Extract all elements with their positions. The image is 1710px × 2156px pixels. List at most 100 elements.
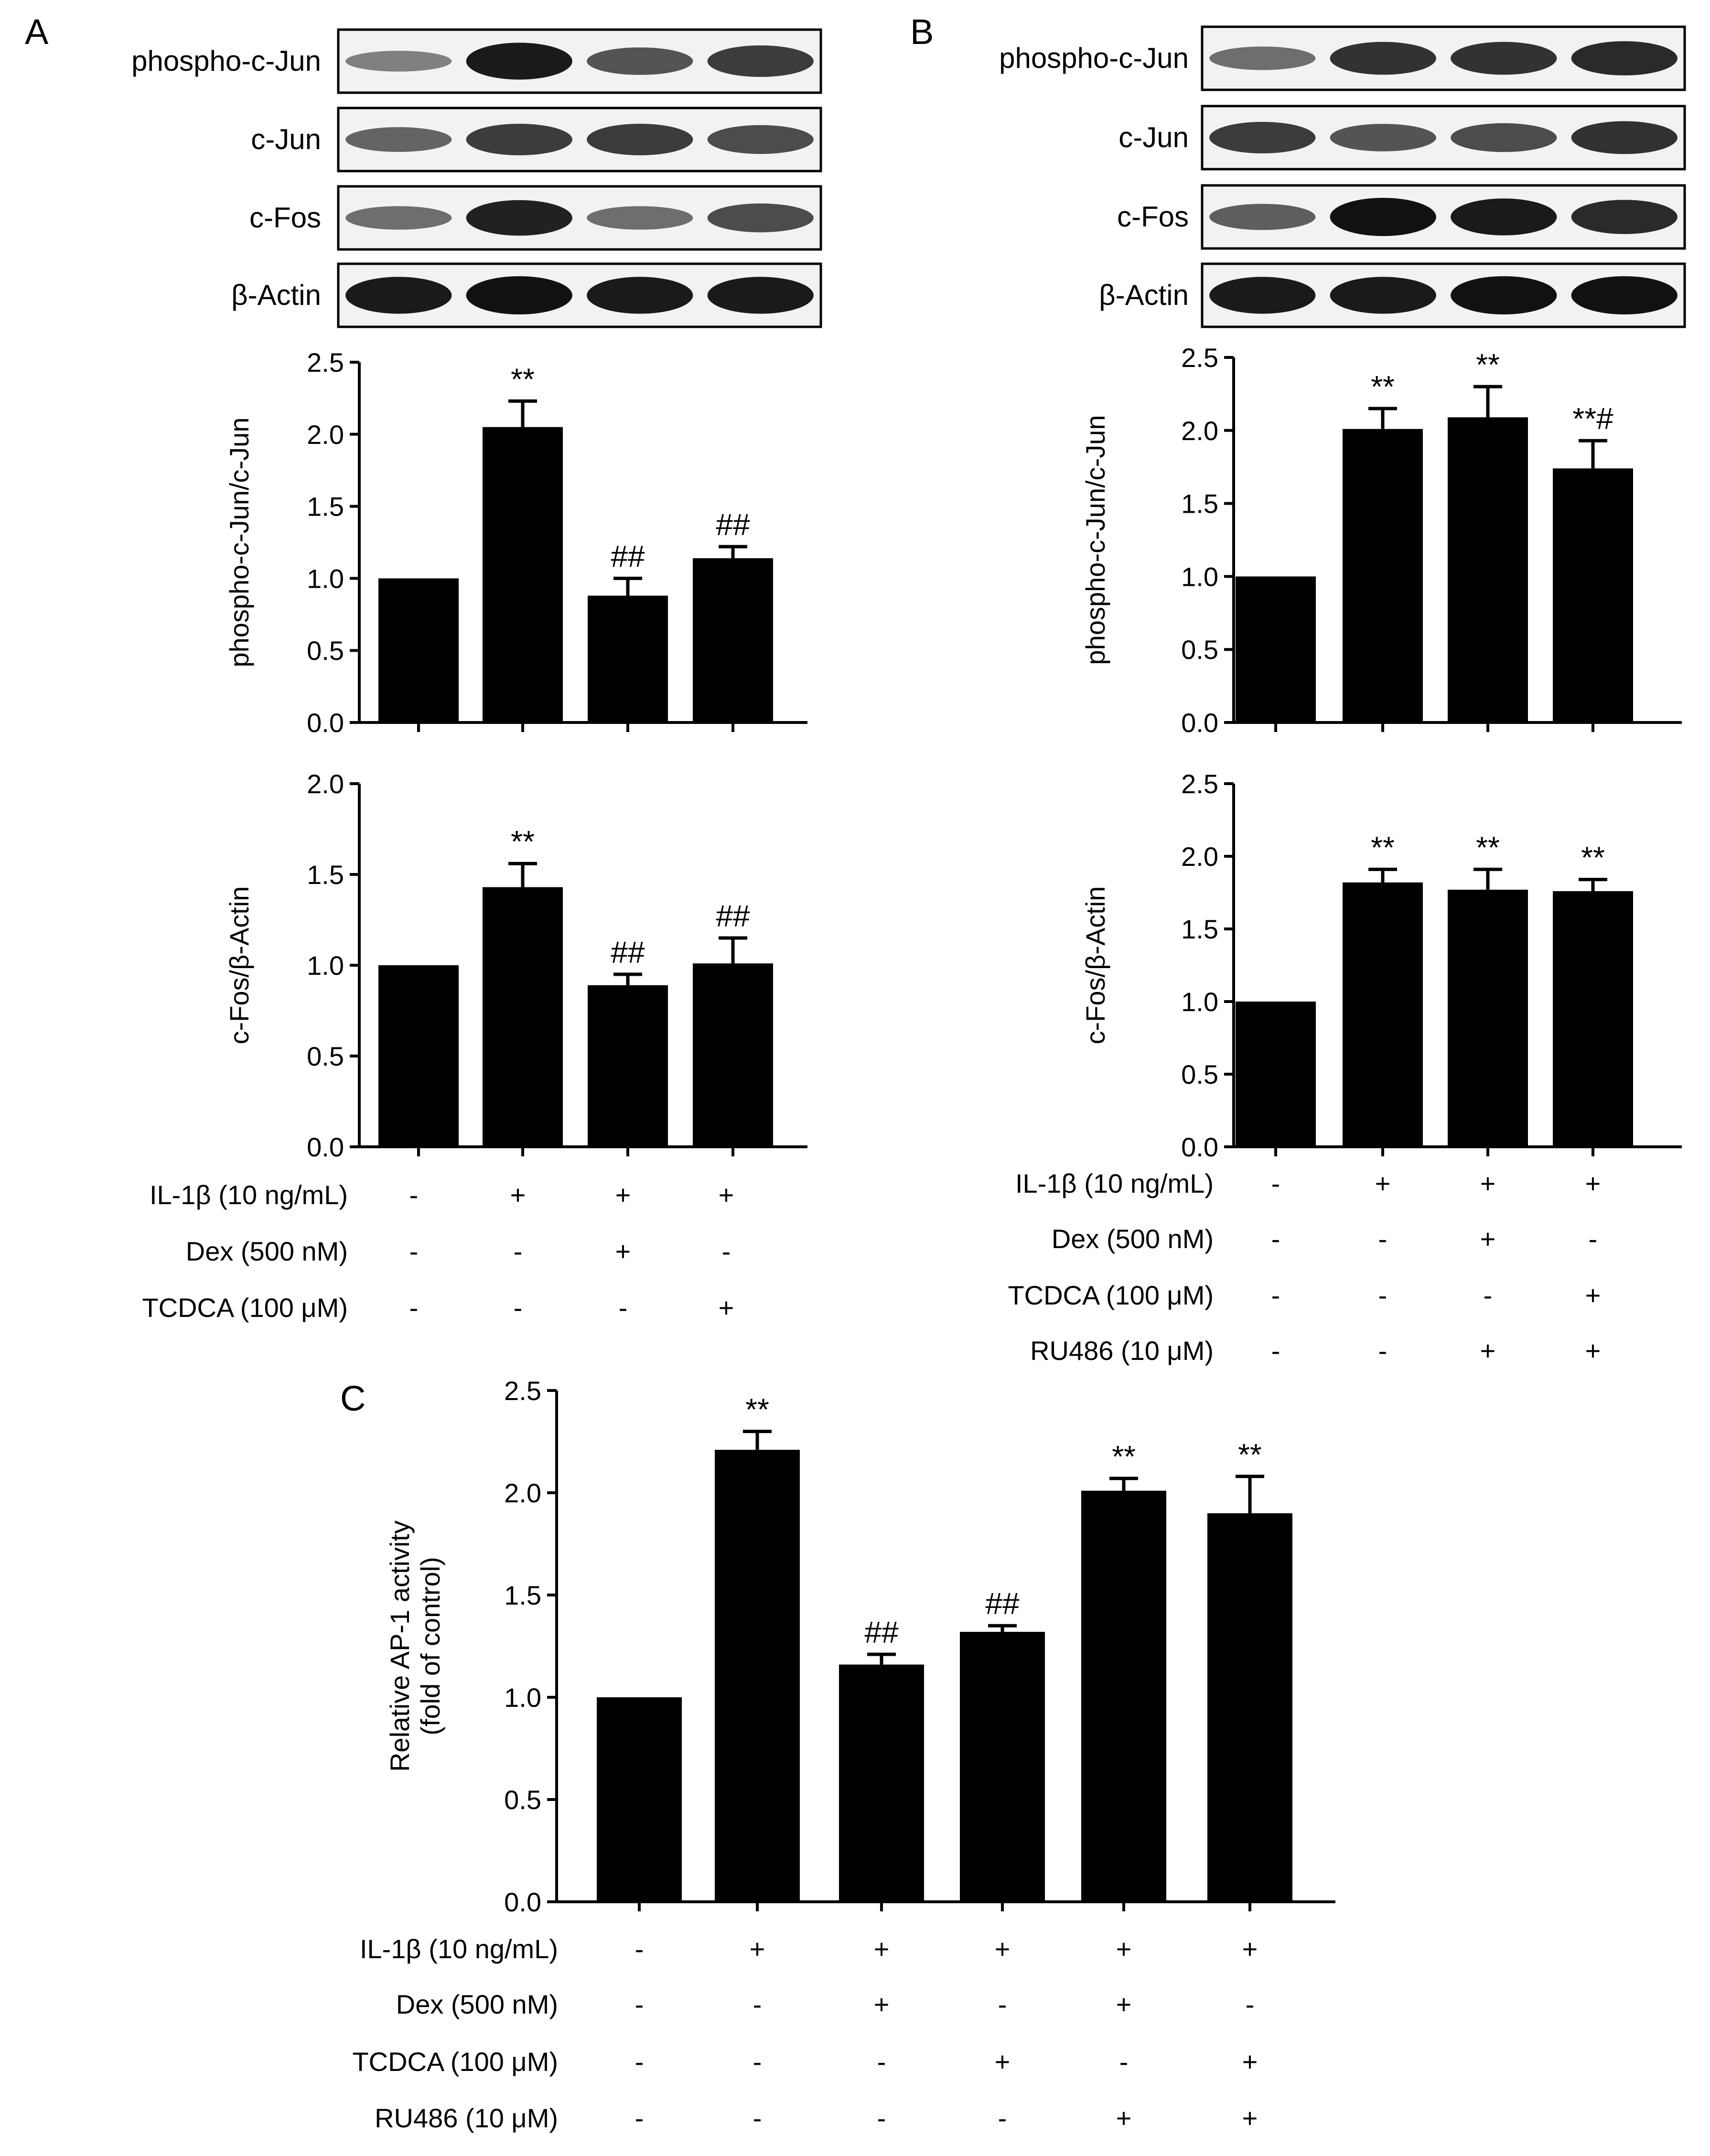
condition-sign: +	[1480, 1168, 1496, 1198]
panel-letter-c: C	[340, 1379, 366, 1418]
blot-band	[587, 206, 693, 230]
y-tick-label: 1.0	[307, 563, 344, 593]
condition-sign: -	[514, 1293, 523, 1323]
condition-sign: -	[1484, 1280, 1493, 1310]
condition-sign: +	[1242, 2103, 1258, 2133]
blot-band	[1451, 198, 1557, 236]
significance-mark: ##	[985, 1586, 1020, 1621]
condition-sign: +	[995, 2047, 1011, 2077]
blot-band	[466, 43, 572, 80]
y-tick-label: 1.5	[307, 860, 344, 890]
y-tick-label: 2.0	[504, 1478, 541, 1508]
condition-label: IL-1β (10 ng/mL)	[360, 1934, 558, 1964]
bar	[1236, 1002, 1316, 1147]
y-axis-label-unit: (fold of control)	[415, 1557, 445, 1736]
blot-band	[1330, 42, 1436, 75]
panel-c-condition-row: Dex (500 nM) - - + - + -	[396, 1989, 1255, 2019]
chart-b2-group: 0.0 0.5 1.0 1.5 2.0 2.5 c-Fos/β-Actin ** ** **	[1080, 769, 1682, 1162]
condition-sign: +	[1480, 1224, 1496, 1254]
condition-sign: -	[753, 1989, 762, 2019]
blot-frame	[337, 107, 822, 172]
blot-band	[707, 277, 814, 314]
significance-mark: **	[1112, 1439, 1136, 1474]
chart-a2-group: 0.0 0.5 1.0 1.5 2.0 c-Fos/β-Actin ** ## ##	[224, 769, 807, 1162]
bar	[1081, 1490, 1166, 1902]
blot-band	[1451, 42, 1557, 75]
blot-band	[345, 206, 452, 230]
y-tick-label: 2.0	[1181, 416, 1218, 446]
bar	[483, 427, 563, 722]
bar	[960, 1632, 1045, 1902]
panel-b-blot-row: c-Fos	[1117, 184, 1686, 250]
blot-band	[1209, 46, 1316, 70]
condition-sign: -	[998, 1989, 1007, 2019]
bar	[1207, 1513, 1292, 1902]
bar	[693, 558, 773, 722]
blot-band	[1330, 198, 1436, 236]
blot-label: c-Fos	[249, 202, 321, 234]
y-tick-label: 1.0	[1181, 561, 1218, 592]
y-tick-label: 0.0	[307, 708, 344, 738]
panel-letter-b: B	[910, 12, 934, 52]
blot-label: phospho-c-Jun	[999, 42, 1189, 74]
bar	[839, 1664, 924, 1902]
panel-b-blot-row: β-Actin	[1099, 262, 1686, 328]
y-tick-label: 2.5	[504, 1376, 541, 1406]
panel-b-blot-row: c-Jun	[1118, 105, 1686, 171]
condition-sign: -	[1246, 1989, 1255, 2019]
condition-sign: -	[619, 1293, 628, 1323]
y-tick-label: 1.0	[504, 1682, 541, 1713]
condition-label: IL-1β (10 ng/mL)	[1015, 1168, 1214, 1198]
panel-letter-a: A	[25, 12, 49, 52]
condition-label: Dex (500 nM)	[1052, 1224, 1214, 1254]
bar	[597, 1697, 682, 1902]
condition-sign: -	[753, 2047, 762, 2077]
blot-band	[1209, 277, 1316, 314]
blot-label: β-Actin	[1099, 279, 1189, 311]
blot-band	[587, 124, 693, 155]
blot-band	[1571, 276, 1678, 314]
condition-sign: -	[635, 2047, 644, 2077]
bar	[1343, 429, 1423, 722]
blot-band	[1330, 124, 1436, 151]
blot-label: β-Actin	[231, 279, 321, 311]
condition-sign: -	[409, 1236, 419, 1266]
y-tick-label: 0.0	[1181, 708, 1218, 738]
y-tick-label: 0.5	[1181, 635, 1218, 665]
y-tick-label: 2.0	[307, 420, 344, 450]
condition-sign: +	[1116, 2103, 1132, 2133]
significance-mark: ##	[864, 1615, 899, 1649]
blot-band	[1571, 121, 1678, 154]
y-tick-label: 1.5	[307, 492, 344, 522]
bar	[1343, 882, 1423, 1147]
panel-c-condition-row: TCDCA (100 μM) - - - + - +	[352, 2047, 1258, 2077]
blot-band	[466, 124, 572, 155]
chart-c-group: 0.0 0.5 1.0 1.5 2.0 2.5 Relative AP-1 activity…	[385, 1376, 1335, 1917]
panel-a-blot-row: phospho-c-Jun	[131, 28, 822, 94]
condition-sign: -	[877, 2103, 886, 2133]
blot-band	[1330, 277, 1436, 314]
condition-sign: -	[1271, 1224, 1280, 1254]
condition-sign: +	[510, 1180, 526, 1210]
condition-sign: -	[1271, 1280, 1280, 1310]
y-tick-label: 0.5	[307, 636, 344, 666]
significance-mark: ##	[611, 539, 645, 573]
bar	[1448, 417, 1528, 722]
condition-sign: +	[1585, 1280, 1601, 1310]
panel-b-condition-row: RU486 (10 μM) - - + +	[1030, 1336, 1601, 1366]
significance-mark: ##	[716, 899, 750, 933]
significance-mark: **	[1476, 830, 1500, 864]
bar	[1553, 468, 1633, 722]
panel-a-condition-row: IL-1β (10 ng/mL) - + + +	[150, 1180, 734, 1210]
condition-sign: +	[1116, 1934, 1132, 1964]
condition-sign: -	[1378, 1336, 1387, 1366]
condition-sign: -	[1378, 1280, 1387, 1310]
condition-sign: -	[635, 2103, 644, 2133]
panel-c-condition-row: IL-1β (10 ng/mL) - + + + + +	[360, 1934, 1258, 1964]
bar	[715, 1450, 800, 1902]
bar	[588, 985, 668, 1147]
y-tick-label: 1.5	[504, 1580, 541, 1610]
panel-c-condition-row: RU486 (10 μM) - - - - + +	[375, 2103, 1258, 2133]
panel-a-condition-row: Dex (500 nM) - - + -	[186, 1236, 731, 1266]
